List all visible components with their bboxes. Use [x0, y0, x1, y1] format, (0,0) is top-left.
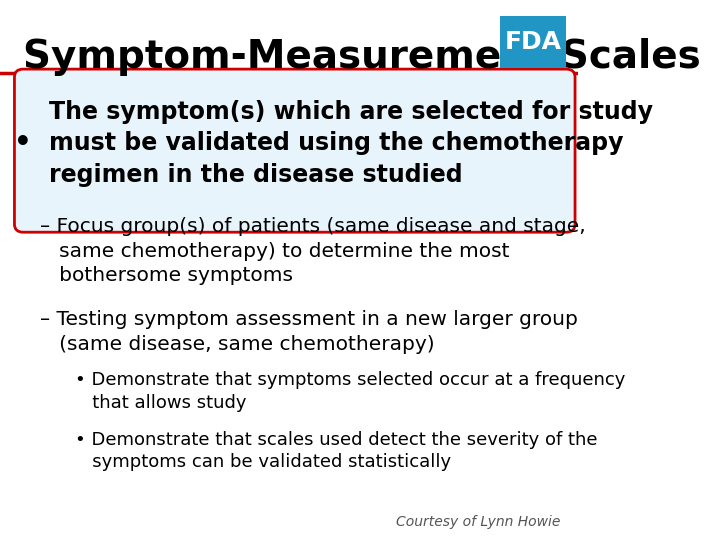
Text: FDA: FDA	[505, 30, 562, 54]
Text: Symptom-Measurement Scales: Symptom-Measurement Scales	[23, 38, 701, 76]
FancyBboxPatch shape	[500, 16, 567, 68]
Text: •: •	[14, 129, 32, 157]
FancyBboxPatch shape	[14, 69, 575, 232]
Text: – Focus group(s) of patients (same disease and stage,
   same chemotherapy) to d: – Focus group(s) of patients (same disea…	[40, 217, 586, 285]
Text: • Demonstrate that scales used detect the severity of the
   symptoms can be val: • Demonstrate that scales used detect th…	[75, 431, 598, 471]
Text: – Testing symptom assessment in a new larger group
   (same disease, same chemot: – Testing symptom assessment in a new la…	[40, 310, 578, 354]
Text: Courtesy of Lynn Howie: Courtesy of Lynn Howie	[396, 515, 561, 529]
Text: • Demonstrate that symptoms selected occur at a frequency
   that allows study: • Demonstrate that symptoms selected occ…	[75, 372, 626, 411]
Text: The symptom(s) which are selected for study
must be validated using the chemothe: The symptom(s) which are selected for st…	[49, 99, 653, 187]
